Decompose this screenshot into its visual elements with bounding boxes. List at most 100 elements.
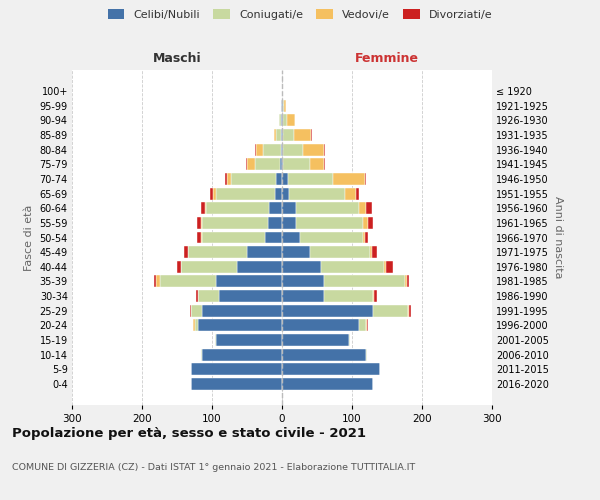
Bar bbox=[282, 217, 296, 229]
Bar bbox=[366, 348, 367, 360]
Bar bbox=[289, 188, 345, 200]
Bar bbox=[370, 246, 371, 258]
Bar bbox=[187, 246, 247, 258]
Bar bbox=[365, 173, 366, 185]
Bar bbox=[196, 290, 198, 302]
Bar bbox=[193, 320, 194, 332]
Bar bbox=[281, 114, 282, 126]
Bar bbox=[214, 188, 215, 200]
Bar bbox=[362, 232, 365, 243]
Bar bbox=[219, 290, 282, 302]
Bar bbox=[299, 232, 362, 243]
Bar bbox=[311, 129, 312, 141]
Bar bbox=[226, 173, 227, 185]
Bar bbox=[386, 261, 392, 273]
Bar bbox=[197, 217, 201, 229]
Bar bbox=[404, 276, 407, 287]
Bar bbox=[190, 304, 191, 316]
Bar bbox=[366, 202, 371, 214]
Text: COMUNE DI GIZZERIA (CZ) - Dati ISTAT 1° gennaio 2021 - Elaborazione TUTTITALIA.I: COMUNE DI GIZZERIA (CZ) - Dati ISTAT 1° … bbox=[12, 462, 415, 471]
Bar bbox=[283, 100, 284, 112]
Bar bbox=[279, 114, 281, 126]
Bar bbox=[277, 173, 282, 185]
Bar bbox=[282, 334, 349, 346]
Bar bbox=[324, 144, 325, 156]
Bar bbox=[215, 334, 282, 346]
Bar bbox=[191, 378, 282, 390]
Bar bbox=[201, 217, 202, 229]
Y-axis label: Fasce di età: Fasce di età bbox=[24, 204, 34, 270]
Bar bbox=[282, 363, 380, 375]
Bar bbox=[205, 202, 206, 214]
Bar bbox=[227, 173, 231, 185]
Bar bbox=[206, 202, 269, 214]
Bar bbox=[154, 276, 156, 287]
Bar bbox=[373, 304, 408, 316]
Bar bbox=[160, 276, 215, 287]
Bar bbox=[269, 202, 282, 214]
Bar bbox=[296, 217, 362, 229]
Bar bbox=[198, 290, 219, 302]
Bar bbox=[359, 320, 366, 332]
Bar bbox=[247, 158, 256, 170]
Bar bbox=[282, 261, 320, 273]
Bar bbox=[282, 246, 310, 258]
Bar bbox=[287, 173, 333, 185]
Bar bbox=[359, 202, 366, 214]
Bar bbox=[282, 188, 289, 200]
Bar bbox=[324, 276, 404, 287]
Bar bbox=[202, 304, 282, 316]
Bar bbox=[282, 290, 324, 302]
Bar bbox=[282, 320, 359, 332]
Bar bbox=[156, 276, 160, 287]
Text: Femmine: Femmine bbox=[355, 52, 419, 65]
Bar bbox=[366, 320, 367, 332]
Bar bbox=[282, 173, 287, 185]
Bar bbox=[283, 114, 287, 126]
Bar bbox=[281, 144, 282, 156]
Bar bbox=[282, 276, 324, 287]
Bar bbox=[191, 304, 202, 316]
Bar bbox=[383, 261, 386, 273]
Bar bbox=[373, 290, 374, 302]
Bar bbox=[202, 348, 282, 360]
Bar bbox=[367, 320, 368, 332]
Bar bbox=[282, 100, 283, 112]
Bar bbox=[408, 304, 409, 316]
Bar bbox=[349, 334, 350, 346]
Bar bbox=[324, 290, 373, 302]
Bar bbox=[280, 158, 282, 170]
Bar bbox=[371, 246, 377, 258]
Bar bbox=[276, 129, 281, 141]
Bar bbox=[210, 188, 214, 200]
Bar bbox=[345, 188, 355, 200]
Bar bbox=[368, 217, 373, 229]
Bar bbox=[283, 158, 310, 170]
Bar bbox=[236, 261, 282, 273]
Bar bbox=[265, 232, 282, 243]
Bar bbox=[275, 188, 282, 200]
Bar bbox=[263, 144, 281, 156]
Bar bbox=[215, 276, 282, 287]
Bar bbox=[374, 290, 377, 302]
Bar bbox=[282, 158, 283, 170]
Y-axis label: Anni di nascita: Anni di nascita bbox=[553, 196, 563, 279]
Bar bbox=[215, 188, 275, 200]
Bar bbox=[282, 202, 296, 214]
Bar bbox=[198, 320, 282, 332]
Bar bbox=[281, 129, 282, 141]
Bar bbox=[333, 173, 365, 185]
Bar bbox=[194, 320, 198, 332]
Bar bbox=[303, 144, 324, 156]
Bar bbox=[310, 246, 370, 258]
Bar bbox=[201, 348, 202, 360]
Bar bbox=[281, 100, 282, 112]
Bar bbox=[284, 100, 286, 112]
Bar bbox=[365, 232, 368, 243]
Bar bbox=[294, 129, 311, 141]
Bar bbox=[256, 144, 263, 156]
Bar bbox=[197, 232, 201, 243]
Bar bbox=[355, 188, 359, 200]
Bar bbox=[231, 173, 277, 185]
Bar bbox=[247, 246, 282, 258]
